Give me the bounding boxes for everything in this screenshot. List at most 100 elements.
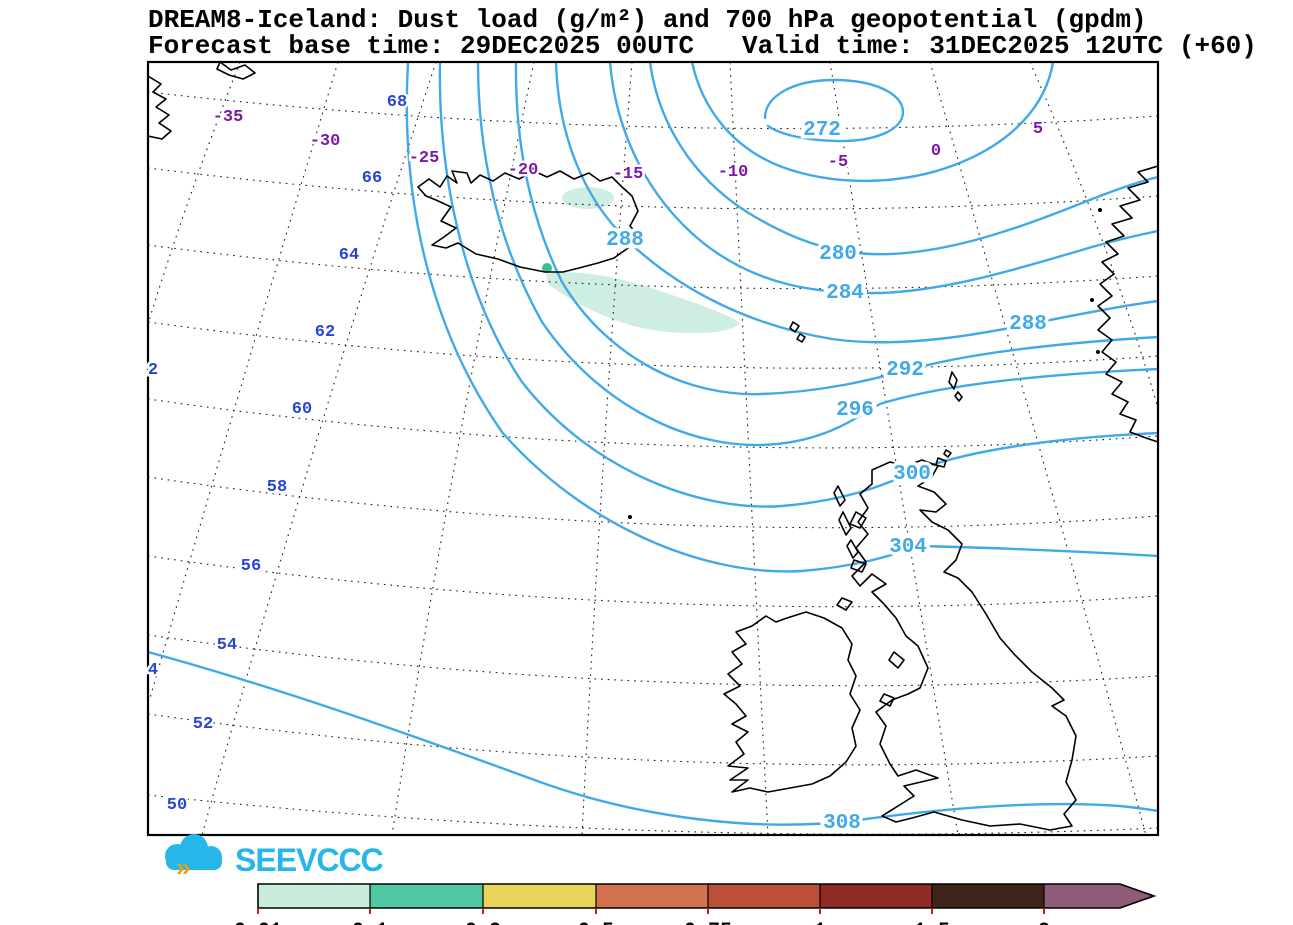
contour-line-292: [514, 62, 1158, 396]
longitude-label: -15: [613, 165, 644, 184]
colorbar-tick-label: 1.5: [914, 920, 950, 925]
contour-line-308: [148, 650, 1158, 826]
graticule: [148, 62, 1158, 835]
colorbar-arrow-segment: [1044, 884, 1154, 908]
contour-line-280: [648, 62, 1158, 256]
dust-patch-north-iceland: [562, 187, 614, 209]
contour-line-300: [438, 62, 1158, 508]
parallel-58n: [148, 476, 1158, 529]
colorbar-segment: [596, 884, 708, 908]
edge-label: 2: [148, 361, 158, 380]
title-line-2-forecast-base: Forecast base time: 29DEC2025 00UTC: [148, 31, 694, 61]
latitude-label: 66: [362, 169, 382, 188]
colorbar-tick-label: 1: [814, 920, 826, 925]
contour-line-304: [405, 62, 1158, 573]
parallel-66n: [148, 167, 1158, 210]
norway-islet-3: [1096, 350, 1100, 354]
parallel-54n: [148, 634, 1158, 687]
colorbar-segment: [483, 884, 596, 908]
parallel-64n: [148, 244, 1158, 290]
colorbar-segment: [820, 884, 932, 908]
colorbar-segment: [370, 884, 483, 908]
meridian-5w: [829, 62, 959, 835]
latitude-label: 68: [387, 93, 407, 112]
longitude-label: -5: [828, 153, 848, 172]
latitude-labels: 68 66 64 62 60 58 56 54 52 50 2 4: [145, 91, 409, 818]
colorbar-tick-label: 2: [1038, 920, 1050, 925]
contour-line-288: [554, 62, 1158, 344]
contour-label-272: 272: [803, 119, 841, 142]
coastline-faroe-islands: [789, 321, 806, 343]
dust-plume: [546, 272, 740, 334]
contour-label-288-west: 288: [606, 229, 644, 252]
title-line-1: DREAM8-Iceland: Dust load (g/m²) and 700…: [148, 5, 1147, 35]
logo-text: SEEVCCC: [235, 842, 384, 878]
norway-islet-2: [1090, 298, 1094, 302]
dust-source-dot: [542, 263, 552, 273]
longitude-label: -10: [718, 163, 749, 182]
coastline-isle-of-man: [888, 651, 905, 669]
longitude-label: -30: [310, 132, 341, 151]
latitude-label: 54: [217, 636, 237, 655]
parallel-52n: [148, 713, 1158, 766]
coastline-ireland: [723, 611, 861, 793]
contour-label-288-east: 288: [1009, 313, 1047, 336]
contour-label-280: 280: [819, 243, 857, 266]
contour-line-276: [690, 62, 1055, 183]
meridian-15w: [581, 62, 633, 835]
contour-line-296: [476, 62, 1158, 447]
colorbar-tick-label: 0.1: [352, 920, 388, 925]
longitude-label: -20: [508, 161, 539, 180]
colorbar-segment: [258, 884, 370, 908]
contour-label-296: 296: [836, 399, 874, 422]
coastline-greenland-edge: [148, 75, 172, 140]
contour-label-292: 292: [886, 359, 924, 382]
meridian-35w: [148, 62, 241, 325]
meridian-0: [929, 62, 1147, 835]
latitude-label: 62: [315, 323, 335, 342]
edge-label: 4: [148, 661, 158, 680]
norway-islet-1: [1098, 208, 1102, 212]
seevccc-logo: » SEEVCCC: [165, 834, 385, 882]
title-line-2-valid-time: Valid time: 31DEC2025 12UTC (+60): [742, 31, 1257, 61]
longitude-label: 5: [1033, 120, 1043, 139]
contour-label-308: 308: [823, 812, 861, 835]
longitude-labels: -35 -30 -25 -20 -15 -10 -5 0 5: [210, 106, 1045, 187]
longitude-label: -25: [409, 149, 440, 168]
meridian-25w: [201, 62, 437, 835]
latitude-label: 50: [167, 796, 187, 815]
coastline-orkney: [935, 449, 952, 468]
coastline-norway: [1097, 165, 1158, 443]
colorbar-segment: [932, 884, 1044, 908]
dust-load-colorbar: 0.01 0.1 0.2 0.5 0.75 1 1.5 2: [234, 883, 1157, 925]
latitude-label: 56: [241, 557, 261, 576]
coastline-iceland: [417, 170, 640, 273]
dust-load-shading: [542, 187, 740, 334]
contour-label-284: 284: [826, 282, 864, 305]
coastline-great-britain: [851, 459, 1077, 831]
meridian-20w: [391, 62, 535, 835]
colorbar-tick-label: 0.75: [684, 920, 732, 925]
parallel-56n: [148, 555, 1158, 608]
colorbar-tick-label: 0.5: [578, 920, 614, 925]
parallel-68n: [148, 91, 1158, 130]
coastline-greenland-top: [216, 62, 256, 80]
longitude-label: -35: [213, 108, 244, 127]
colorbar-segment: [708, 884, 820, 908]
coastline-anglesey: [879, 693, 895, 707]
coastlines: [148, 62, 1158, 831]
contour-label-300: 300: [893, 463, 931, 486]
contour-line-272: [763, 78, 905, 143]
latitude-label: 58: [267, 478, 287, 497]
colorbar-outline: [257, 883, 1157, 909]
coastline-skye: [849, 511, 867, 529]
colorbar-tick-label: 0.01: [234, 920, 282, 925]
latitude-label: 64: [339, 246, 359, 265]
contour-line-284: [608, 62, 1158, 295]
meridian-30w: [149, 62, 339, 699]
meridian-5e: [1029, 62, 1158, 409]
coastline-islay: [836, 597, 853, 611]
coastline-shetland: [948, 371, 963, 402]
